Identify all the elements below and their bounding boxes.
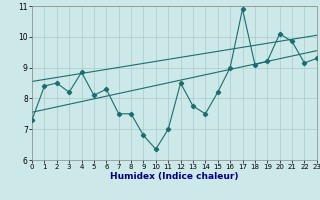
X-axis label: Humidex (Indice chaleur): Humidex (Indice chaleur) bbox=[110, 172, 239, 181]
